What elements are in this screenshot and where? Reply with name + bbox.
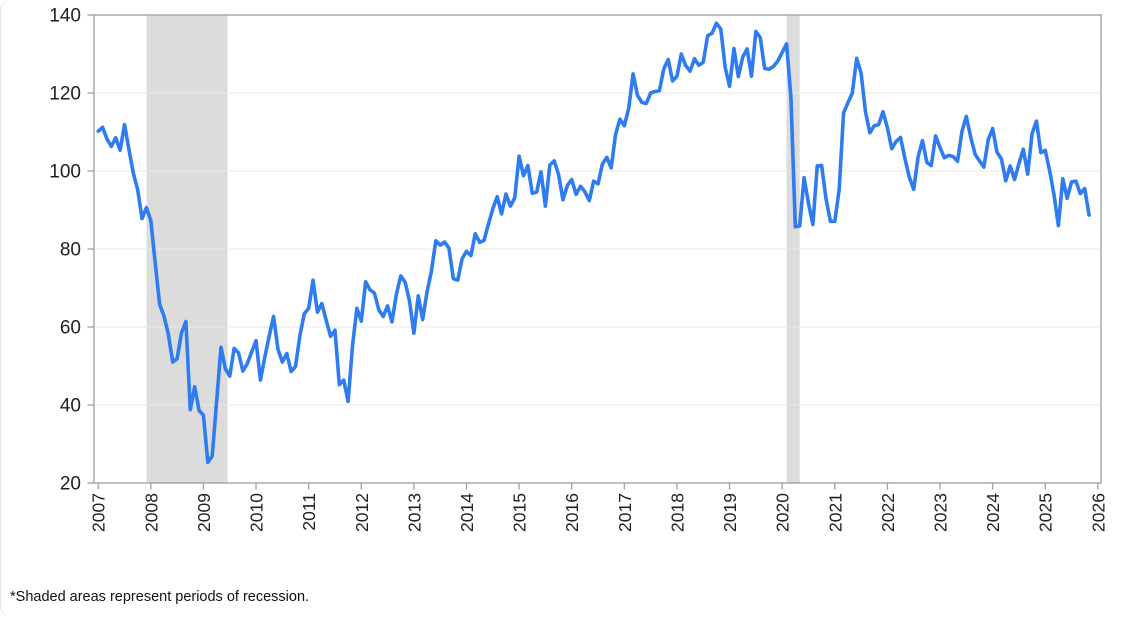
x-tick-label-2019: 2019 bbox=[720, 493, 740, 532]
consumer-confidence-line-chart: 20 40 60 80 100 120 140 2007 2008 2009 2010 2011 201… bbox=[1, 0, 1125, 548]
x-tick-label-2026: 2026 bbox=[1088, 493, 1108, 532]
x-tick-label-2025: 2025 bbox=[1036, 493, 1056, 532]
x-tick-label-2018: 2018 bbox=[667, 493, 687, 532]
x-tick-label-2022: 2022 bbox=[878, 493, 898, 532]
x-tick-label-2020: 2020 bbox=[773, 493, 793, 532]
x-tick-label-2017: 2017 bbox=[615, 493, 635, 532]
y-tick-label-120: 120 bbox=[49, 84, 81, 105]
consumer-confidence-series-line bbox=[96, 21, 1091, 465]
x-tick-label-2024: 2024 bbox=[983, 493, 1003, 532]
y-tick-label-60: 60 bbox=[60, 318, 81, 339]
x-tick-label-2015: 2015 bbox=[510, 493, 530, 532]
x-tick-label-2021: 2021 bbox=[825, 493, 845, 532]
x-tick-label-2016: 2016 bbox=[562, 493, 582, 532]
x-tick-label-2023: 2023 bbox=[931, 493, 951, 532]
x-tick-label-2012: 2012 bbox=[352, 493, 372, 532]
x-tick-label-2008: 2008 bbox=[141, 493, 161, 532]
chart-canvas: 20 40 60 80 100 120 140 2007 2008 2009 2010 2011 201… bbox=[49, 6, 1108, 532]
y-tick-label-100: 100 bbox=[49, 162, 81, 183]
x-tick-label-2013: 2013 bbox=[404, 493, 424, 532]
chart-footnotes: *Shaded areas represent periods of reces… bbox=[1, 548, 1125, 617]
x-tick-label-2010: 2010 bbox=[247, 493, 267, 532]
footnote-recession-note: *Shaded areas represent periods of reces… bbox=[10, 588, 310, 605]
x-tick-label-2011: 2011 bbox=[299, 493, 319, 531]
y-tick-label-140: 140 bbox=[49, 6, 81, 27]
x-tick-label-2009: 2009 bbox=[194, 493, 214, 532]
y-tick-label-40: 40 bbox=[60, 396, 81, 417]
x-tick-label-2014: 2014 bbox=[457, 493, 477, 532]
y-tick-label-80: 80 bbox=[60, 240, 81, 261]
y-tick-label-20: 20 bbox=[60, 474, 81, 495]
x-tick-label-2007: 2007 bbox=[89, 493, 109, 532]
